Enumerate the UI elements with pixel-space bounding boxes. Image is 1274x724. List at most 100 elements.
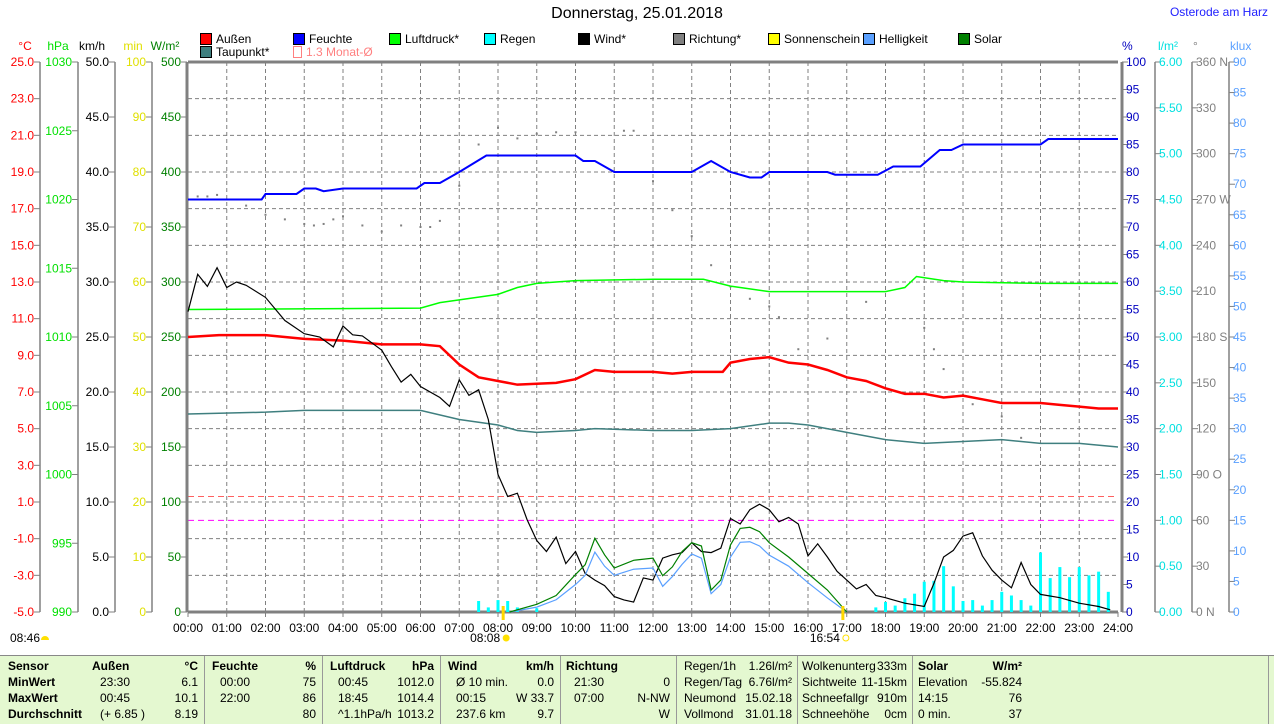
direction-point: [458, 184, 461, 187]
rain-tick-label: 1.50: [1159, 468, 1183, 482]
table-header-unit: km/h: [525, 659, 554, 673]
legend-label: Sonnenschein: [784, 32, 861, 46]
direction-point: [574, 131, 577, 134]
direction-point: [622, 129, 625, 132]
solar-tick-label: 300: [161, 275, 181, 289]
rain-moon-value: 6.76l/m²: [748, 675, 792, 689]
rain-bar: [477, 601, 481, 612]
column-divider: [912, 656, 913, 724]
wind-tick-label: 20.0: [86, 385, 110, 399]
solar-value: 76: [1008, 691, 1022, 705]
direction-point: [264, 213, 267, 216]
direction-point: [438, 219, 441, 222]
rain-bar: [1009, 595, 1013, 612]
table-cell-value: 9.7: [537, 707, 554, 721]
legend-label: Feuchte: [309, 32, 353, 46]
sunmin-tick-label: 20: [133, 495, 147, 509]
rain-bar: [1068, 577, 1072, 612]
dir-tick-label: 90 O: [1196, 468, 1222, 482]
table-cell-value: 0.0: [537, 675, 554, 689]
direction-point: [690, 235, 693, 238]
legend-label: Wind*: [594, 32, 627, 46]
press-tick-label: 1020: [45, 193, 72, 207]
lux-axis-unit: klux: [1230, 39, 1251, 53]
sunmin-tick-label: 30: [133, 440, 147, 454]
lux-tick-label: 45: [1233, 330, 1247, 344]
legend-item: Feuchte: [293, 32, 352, 46]
legend-label: Richtung*: [689, 32, 742, 46]
sunmin-tick-label: 60: [133, 275, 147, 289]
rain-bar: [486, 607, 490, 612]
temp-tick-label: 17.0: [11, 202, 35, 216]
hum-tick-label: 10: [1126, 550, 1140, 564]
dir-tick-label: 0 N: [1196, 605, 1215, 619]
x-tick-label: 03:00: [289, 621, 319, 635]
lux-tick-label: 0: [1233, 605, 1240, 619]
lux-tick-label: 85: [1233, 86, 1247, 100]
legend-swatch-icon: [293, 46, 302, 58]
table-cell-value: 75: [302, 675, 316, 689]
direction-point: [477, 143, 480, 146]
hum-tick-label: 15: [1126, 523, 1140, 537]
x-tick-label: 24:00: [1103, 621, 1133, 635]
x-tick-label: 11:00: [600, 621, 629, 635]
sunmin-tick-label: 70: [133, 220, 147, 234]
legend-item: Wind*: [578, 32, 626, 46]
solar-value: -55.824: [981, 675, 1022, 689]
legend-item: Taupunkt*: [200, 45, 269, 59]
dir-tick-label: 240: [1196, 238, 1216, 252]
direction-point: [245, 204, 248, 207]
solar-tick-label: 450: [161, 110, 181, 124]
wind-tick-label: 10.0: [86, 495, 110, 509]
lux-tick-label: 80: [1233, 116, 1247, 130]
table-cell-time: 00:00: [220, 675, 251, 689]
press-tick-label: 1025: [45, 124, 72, 138]
direction-point: [923, 326, 926, 329]
wind-tick-label: 50.0: [86, 55, 110, 69]
sunmin-tick-label: 100: [126, 55, 146, 69]
dir-tick-label: 330: [1196, 101, 1216, 115]
direction-point: [710, 264, 713, 267]
legend-swatch-icon: [200, 33, 212, 45]
table-cell-time: 18:45: [338, 691, 369, 705]
rain-bar: [1097, 571, 1101, 612]
rain-bar: [1058, 567, 1062, 612]
table-cell-value: 80: [302, 707, 316, 721]
wind-tick-label: 0.0: [92, 605, 109, 619]
table-cell-time: 23:30: [100, 675, 131, 689]
lux-tick-label: 15: [1233, 513, 1247, 527]
direction-point: [671, 209, 674, 212]
dir-tick-label: 30: [1196, 559, 1210, 573]
series-außen: [187, 333, 1118, 410]
series-wind: [187, 266, 1111, 611]
rain-bar: [884, 601, 887, 612]
weather-chart: °C -5.0 -3.0 -1.0 1.0 3.0 5.0 7.0 9.0 11.0 13.0 15.…: [10, 39, 1251, 645]
hum-tick-label: 90: [1126, 110, 1140, 124]
sunrise-time: 08:08: [470, 631, 500, 645]
hum-tick-label: 100: [1126, 55, 1146, 69]
row-label: MinWert: [8, 675, 56, 689]
temp-tick-label: 25.0: [11, 55, 35, 69]
legend-item: Luftdruck*: [389, 32, 459, 46]
stats-panel: Sensor MinWert MaxWert Durchschnitt Außen °C 2…: [0, 655, 1274, 724]
x-tick-label: 04:00: [328, 621, 358, 635]
rain-moon-value: 15.02.18: [745, 691, 792, 705]
wind-tick-label: 35.0: [86, 220, 110, 234]
x-tick-label: 15:00: [754, 621, 784, 635]
sunmin-tick-label: 80: [133, 165, 147, 179]
x-tick-label: 01:00: [212, 621, 242, 635]
rain-bar: [893, 605, 897, 612]
rain-bar: [913, 593, 917, 612]
rain-bar: [961, 601, 965, 612]
direction-point: [332, 218, 335, 221]
x-tick-label: 02:00: [250, 621, 280, 635]
table-header: Außen: [92, 659, 130, 673]
wind-tick-label: 15.0: [86, 440, 110, 454]
legend-swatch-icon: [958, 33, 970, 45]
rain-bar: [1106, 591, 1110, 612]
legend-label: Luftdruck*: [405, 32, 460, 46]
direction-point: [1020, 436, 1023, 439]
weather-info-label: Wolkenunterg: [802, 659, 876, 673]
legend-swatch-icon: [293, 33, 305, 45]
temp-tick-label: 5.0: [17, 422, 34, 436]
